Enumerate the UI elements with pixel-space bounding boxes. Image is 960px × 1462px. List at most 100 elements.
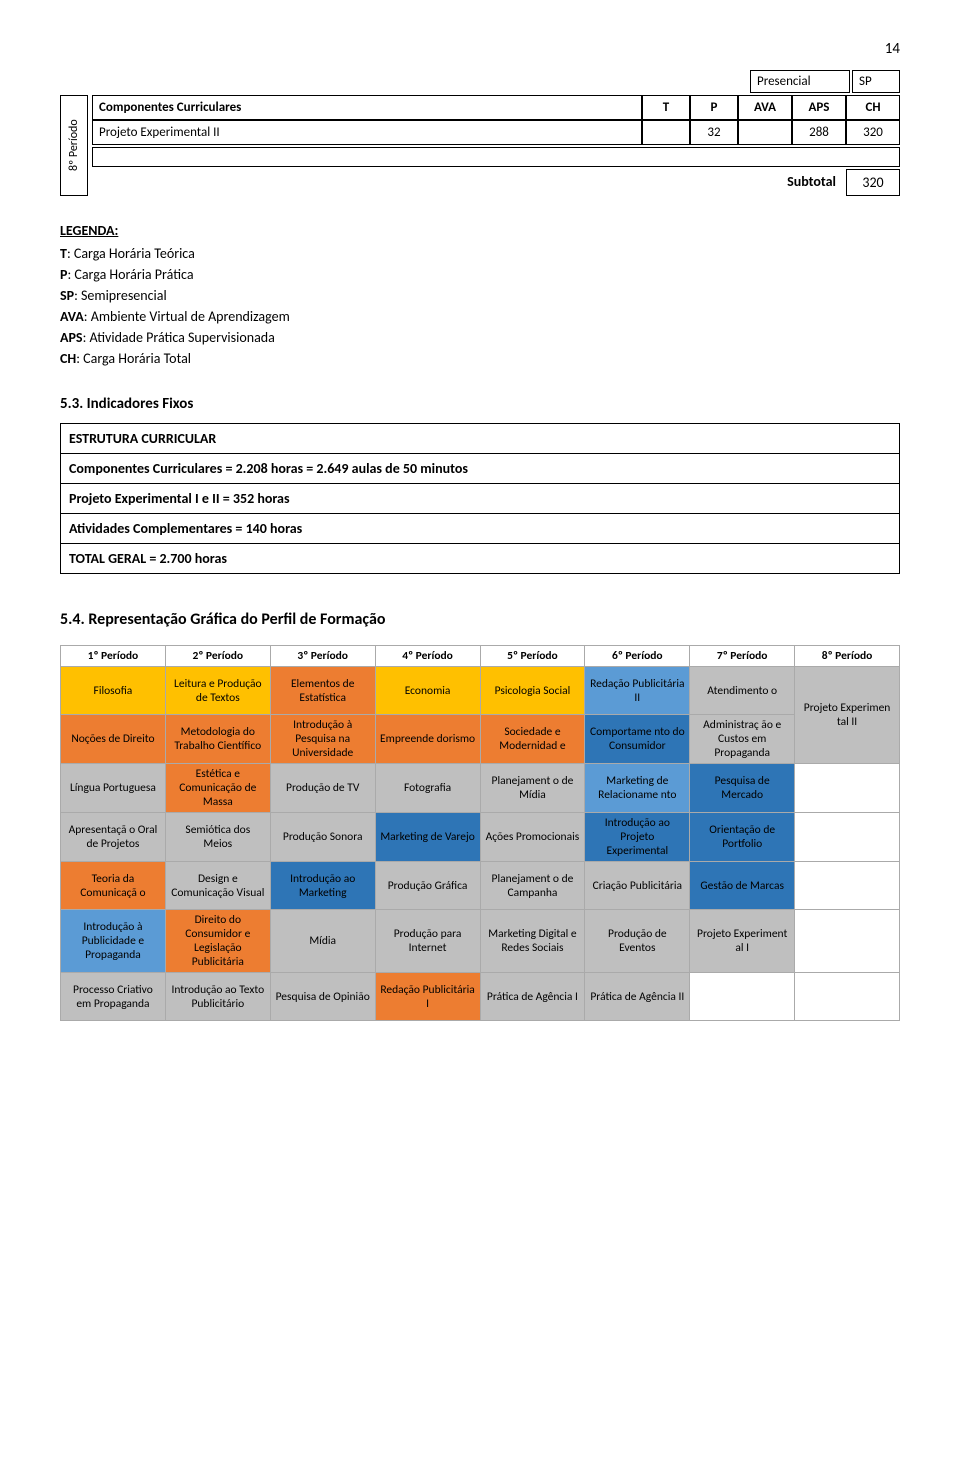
section-5-4: 5.4. Representação Gráfica do Perfil de … bbox=[60, 610, 900, 629]
col-header-p: P bbox=[690, 95, 738, 120]
grid-cell: Economia bbox=[375, 667, 480, 715]
grid-cell: Prática de Agência I bbox=[480, 973, 585, 1021]
grid-cell: Introdução à Publicidade e Propaganda bbox=[61, 910, 166, 973]
periodo-label: 8º Período bbox=[60, 95, 88, 196]
grid-cell bbox=[795, 973, 900, 1021]
grid-cell: Marketing de Relacioname nto bbox=[585, 764, 690, 813]
grid-header: 4º Período bbox=[375, 646, 480, 667]
grid-cell: Administraç ão e Custos em Propaganda bbox=[690, 715, 795, 764]
legenda-aps: Atividade Prática Supervisionada bbox=[89, 329, 274, 346]
grid-cell: Metodologia do Trabalho Científico bbox=[165, 715, 270, 764]
grid-cell: Teoria da Comunicaçã o bbox=[61, 862, 166, 910]
col-header-t: T bbox=[642, 95, 690, 120]
grid-cell: Produção de Eventos bbox=[585, 910, 690, 973]
row-componentes: Projeto Experimental II bbox=[92, 120, 642, 145]
grid-cell: Planejament o de Mídia bbox=[480, 764, 585, 813]
row-p: 32 bbox=[690, 120, 738, 145]
grid-cell bbox=[795, 862, 900, 910]
grid-cell: Produção de TV bbox=[270, 764, 375, 813]
grid-cell: Orientação de Portfolio bbox=[690, 813, 795, 862]
col-header-ch: CH bbox=[846, 95, 900, 120]
grid-cell: Leitura e Produção de Textos bbox=[165, 667, 270, 715]
grid-cell: Pesquisa de Opinião bbox=[270, 973, 375, 1021]
grid-cell: Introdução ao Marketing bbox=[270, 862, 375, 910]
grid-cell: Criação Publicitária bbox=[585, 862, 690, 910]
page-number: 14 bbox=[60, 40, 900, 58]
grid-header: 6º Período bbox=[585, 646, 690, 667]
legenda-block: LEGENDA: T: Carga Horária Teórica P: Car… bbox=[60, 220, 900, 369]
grid-cell: Sociedade e Modernidad e bbox=[480, 715, 585, 764]
grid-cell: Comportame nto do Consumidor bbox=[585, 715, 690, 764]
grid-cell: Design e Comunicação Visual bbox=[165, 862, 270, 910]
grid-cell: Pesquisa de Mercado bbox=[690, 764, 795, 813]
grid-cell bbox=[690, 973, 795, 1021]
subtotal-label: Subtotal bbox=[777, 169, 846, 196]
col-header-ava: AVA bbox=[738, 95, 792, 120]
grid-header: 2º Período bbox=[165, 646, 270, 667]
estrutura-r1: ESTRUTURA CURRICULAR bbox=[61, 424, 900, 454]
grid-header: 5º Período bbox=[480, 646, 585, 667]
header-presencial: Presencial bbox=[750, 70, 850, 93]
legenda-t: Carga Horária Teórica bbox=[74, 245, 195, 262]
subtotal-value: 320 bbox=[846, 169, 900, 196]
grid-cell: Psicologia Social bbox=[480, 667, 585, 715]
grid-cell: Direito do Consumidor e Legislação Publi… bbox=[165, 910, 270, 973]
grid-cell: Processo Criativo em Propaganda bbox=[61, 973, 166, 1021]
grid-cell: Redação Publicitária I bbox=[375, 973, 480, 1021]
section-5-3: 5.3. Indicadores Fixos bbox=[60, 395, 900, 413]
grid-cell: Mídia bbox=[270, 910, 375, 973]
legenda-sp: Semipresencial bbox=[81, 287, 167, 304]
grid-cell: Planejament o de Campanha bbox=[480, 862, 585, 910]
estrutura-r2: Componentes Curriculares = 2.208 horas =… bbox=[61, 454, 900, 484]
grid-cell: Apresentaçã o Oral de Projetos bbox=[61, 813, 166, 862]
grid-cell: Produção Gráfica bbox=[375, 862, 480, 910]
col-header-aps: APS bbox=[792, 95, 846, 120]
grid-cell bbox=[795, 813, 900, 862]
grid-cell: Prática de Agência II bbox=[585, 973, 690, 1021]
legenda-title: LEGENDA: bbox=[60, 220, 118, 241]
grid-cell: Produção para Internet bbox=[375, 910, 480, 973]
grid-cell bbox=[795, 764, 900, 813]
grid-cell: Filosofia bbox=[61, 667, 166, 715]
grid-cell: Gestão de Marcas bbox=[690, 862, 795, 910]
estrutura-r5: TOTAL GERAL = 2.700 horas bbox=[61, 544, 900, 574]
row-t bbox=[642, 120, 690, 145]
row-aps: 288 bbox=[792, 120, 846, 145]
grid-cell: Noções de Direito bbox=[61, 715, 166, 764]
grid-cell: Empreende dorismo bbox=[375, 715, 480, 764]
grid-cell: Projeto Experiment al I bbox=[690, 910, 795, 973]
blank-row bbox=[92, 147, 900, 167]
row-ch: 320 bbox=[846, 120, 900, 145]
header-sp: SP bbox=[852, 70, 900, 93]
legenda-p: Carga Horária Prática bbox=[74, 266, 193, 283]
grid-cell: Introdução à Pesquisa na Universidade bbox=[270, 715, 375, 764]
grid-cell: Marketing Digital e Redes Sociais bbox=[480, 910, 585, 973]
grid-cell bbox=[795, 910, 900, 973]
estrutura-table: ESTRUTURA CURRICULAR Componentes Curricu… bbox=[60, 423, 900, 574]
top-section: Presencial SP 8º Período Componentes Cur… bbox=[60, 70, 900, 196]
grid-cell: Estética e Comunicação de Massa bbox=[165, 764, 270, 813]
grid-cell: Elementos de Estatística bbox=[270, 667, 375, 715]
grid-cell: Marketing de Varejo bbox=[375, 813, 480, 862]
grid-cell: Fotografia bbox=[375, 764, 480, 813]
grid-cell: Língua Portuguesa bbox=[61, 764, 166, 813]
grid-header: 7º Período bbox=[690, 646, 795, 667]
legenda-ch: Carga Horária Total bbox=[83, 350, 191, 367]
col-header-componentes: Componentes Curriculares bbox=[92, 95, 642, 120]
grid-cell: Introdução ao Texto Publicitário bbox=[165, 973, 270, 1021]
estrutura-r3: Projeto Experimental I e II = 352 horas bbox=[61, 484, 900, 514]
grid-header: 1º Período bbox=[61, 646, 166, 667]
grid-header: 8º Período bbox=[795, 646, 900, 667]
estrutura-r4: Atividades Complementares = 140 horas bbox=[61, 514, 900, 544]
grid-header: 3º Período bbox=[270, 646, 375, 667]
perfil-grid: 1º Período2º Período3º Período4º Período… bbox=[60, 645, 900, 1021]
grid-cell: Redação Publicitária II bbox=[585, 667, 690, 715]
grid-cell: Projeto Experimen tal II bbox=[795, 667, 900, 764]
grid-cell: Introdução ao Projeto Experimental bbox=[585, 813, 690, 862]
grid-cell: Produção Sonora bbox=[270, 813, 375, 862]
grid-cell: Semiótica dos Meios bbox=[165, 813, 270, 862]
row-ava bbox=[738, 120, 792, 145]
grid-cell: Ações Promocionais bbox=[480, 813, 585, 862]
grid-cell: Atendimento o bbox=[690, 667, 795, 715]
legenda-ava: Ambiente Virtual de Aprendizagem bbox=[91, 308, 290, 325]
